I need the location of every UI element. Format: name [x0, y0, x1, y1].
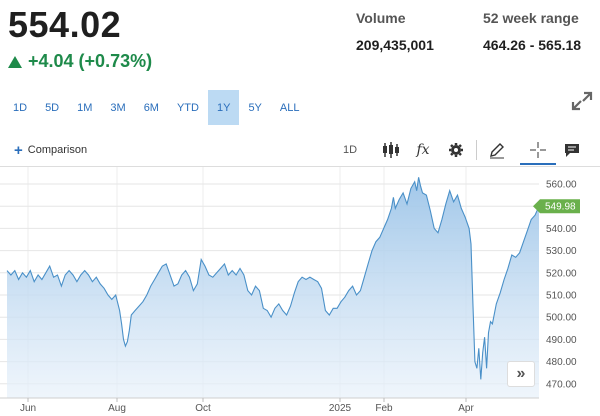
- toolbar-divider: [476, 140, 477, 160]
- y-tick-label: 480.00: [546, 357, 577, 368]
- volume-value: 209,435,001: [356, 37, 434, 53]
- chart-top-border: [0, 166, 600, 167]
- y-tick-label: 490.00: [546, 335, 577, 346]
- price-area: [7, 177, 539, 398]
- comparison-label: Comparison: [27, 144, 88, 156]
- range-ytd[interactable]: YTD: [168, 90, 208, 125]
- last-price-badge-shape: [533, 199, 580, 214]
- volume-label: Volume: [356, 10, 406, 26]
- x-tick-label: Oct: [195, 403, 211, 414]
- comment-icon[interactable]: [561, 138, 583, 162]
- candlestick-icon[interactable]: [380, 138, 402, 162]
- y-tick-label: 470.00: [546, 379, 577, 390]
- range-1d[interactable]: 1D: [4, 90, 36, 125]
- x-axis: Jun Aug Oct 2025 Feb Apr: [0, 397, 539, 414]
- y-tick-label: 520.00: [546, 268, 577, 279]
- last-price: 554.02: [8, 4, 122, 45]
- x-tick-label: 2025: [329, 403, 352, 414]
- comparison-button[interactable]: + Comparison: [14, 141, 88, 159]
- gear-icon[interactable]: [445, 138, 467, 162]
- x-tick-label: Feb: [375, 403, 393, 414]
- x-tick-label: Apr: [458, 403, 474, 414]
- y-tick-label: 500.00: [546, 313, 577, 324]
- y-tick-label: 540.00: [546, 224, 577, 235]
- y-tick-label: 510.00: [546, 291, 577, 302]
- x-tick-label: Aug: [108, 403, 126, 414]
- crosshair-icon[interactable]: [527, 138, 549, 162]
- y-tick-label: 560.00: [546, 180, 577, 191]
- crosshair-active-indicator: [520, 163, 556, 165]
- range-all[interactable]: ALL: [271, 90, 309, 125]
- y-tick-label: 530.00: [546, 246, 577, 257]
- price-change: +4.04 (+0.73%): [8, 51, 152, 72]
- range-5y[interactable]: 5Y: [239, 90, 270, 125]
- price-line: [6, 177, 540, 380]
- price-chart[interactable]: 470.00 480.00 490.00 500.00 510.00 520.00 530.…: [0, 167, 600, 416]
- last-price-badge-label: 549.98: [545, 202, 576, 213]
- pencil-icon[interactable]: [486, 138, 508, 162]
- up-arrow-icon: [8, 55, 22, 68]
- last-price-badge: 549.98: [533, 199, 580, 214]
- expand-icon[interactable]: [570, 90, 594, 112]
- range-1y[interactable]: 1Y: [207, 90, 240, 125]
- range-3m[interactable]: 3M: [101, 90, 134, 125]
- range-1m[interactable]: 1M: [68, 90, 101, 125]
- x-tick-label: Jun: [20, 403, 36, 414]
- price-change-value: +4.04 (+0.73%): [28, 51, 153, 71]
- function-icon[interactable]: 𝑓x: [416, 142, 430, 158]
- range-value: 464.26 - 565.18: [483, 37, 582, 53]
- interval-button[interactable]: 1D: [342, 144, 358, 156]
- scroll-forward-button[interactable]: »: [507, 361, 535, 387]
- plus-icon: +: [14, 141, 23, 159]
- range-selector: 1D 5D 1M 3M 6M YTD 1Y 5Y ALL: [4, 90, 308, 125]
- range-5d[interactable]: 5D: [36, 90, 68, 125]
- range-6m[interactable]: 6M: [135, 90, 168, 125]
- range-label: 52 week range: [483, 10, 579, 26]
